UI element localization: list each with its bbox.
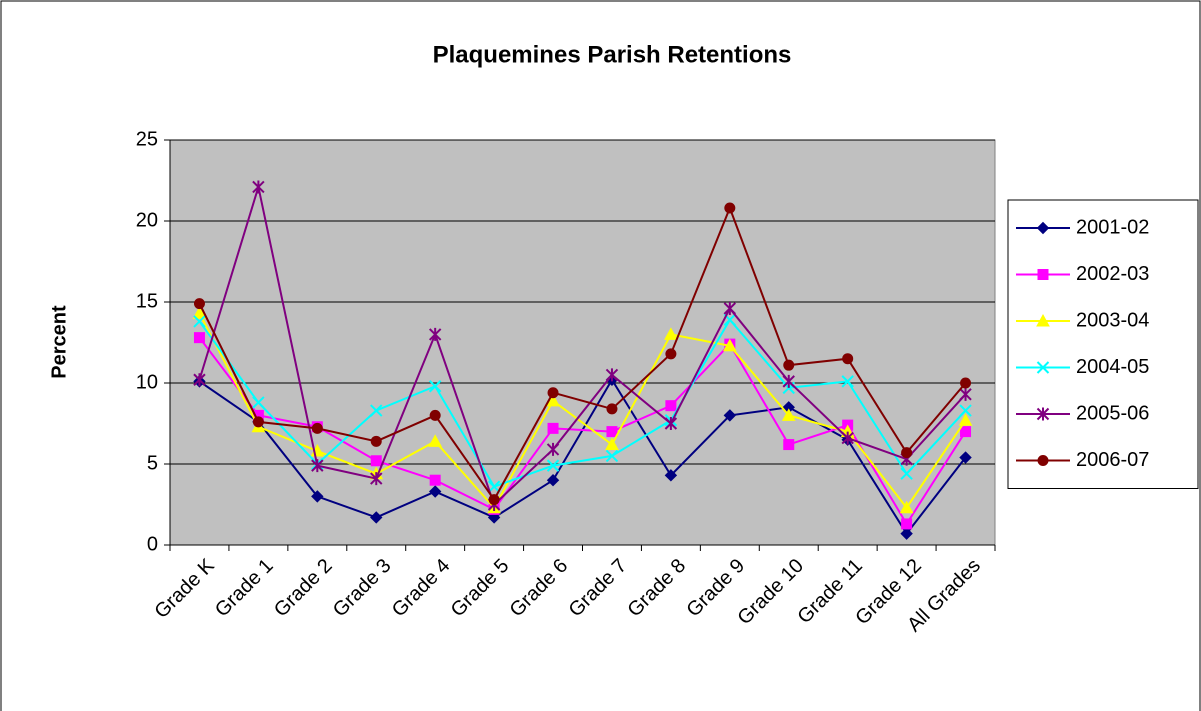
marker	[428, 485, 442, 498]
marker	[606, 426, 618, 438]
series-line	[198, 186, 967, 507]
marker	[901, 447, 913, 459]
marker	[370, 455, 382, 467]
marker	[665, 400, 677, 412]
marker	[311, 459, 324, 473]
y-tick-label: 15	[136, 290, 158, 312]
marker	[723, 301, 737, 315]
marker	[722, 338, 737, 352]
marker	[605, 437, 619, 451]
marker	[1036, 221, 1050, 235]
marker	[900, 527, 913, 540]
marker	[959, 387, 972, 401]
marker	[193, 332, 205, 344]
series-line	[198, 205, 967, 502]
marker	[841, 431, 854, 445]
marker	[664, 327, 678, 340]
chart-title: Plaquemines Parish Retentions	[433, 41, 792, 68]
marker	[900, 467, 913, 480]
legend-label: 2006-07	[1076, 449, 1149, 471]
marker	[252, 180, 265, 194]
marker	[782, 374, 795, 388]
marker	[605, 368, 619, 382]
marker	[547, 387, 559, 399]
marker	[488, 494, 500, 506]
plot-area	[169, 139, 996, 546]
marker	[546, 473, 560, 487]
marker	[1036, 361, 1050, 374]
legend-label: 2001-02	[1076, 216, 1149, 238]
marker	[487, 480, 501, 493]
marker	[901, 518, 913, 530]
marker	[842, 353, 854, 365]
legend-label: 2004-05	[1076, 356, 1149, 378]
marker	[429, 474, 441, 486]
marker	[958, 413, 973, 426]
marker	[547, 422, 559, 434]
marker	[724, 202, 736, 214]
y-tick-label: 20	[136, 209, 158, 231]
legend-box	[1007, 199, 1199, 489]
marker	[370, 511, 383, 524]
marker	[193, 298, 205, 310]
marker	[370, 404, 383, 417]
marker	[311, 490, 324, 503]
marker	[252, 416, 264, 428]
legend-label: 2005-06	[1076, 402, 1149, 424]
marker	[428, 434, 443, 447]
marker	[428, 327, 442, 341]
marker	[664, 417, 678, 430]
marker	[370, 435, 382, 447]
marker	[192, 306, 207, 319]
marker	[960, 426, 972, 438]
marker	[899, 500, 914, 514]
legend-label: 2003-04	[1076, 309, 1149, 331]
marker	[841, 375, 854, 388]
marker	[606, 403, 618, 415]
y-axis-title: Percent	[48, 305, 70, 379]
marker	[546, 393, 560, 407]
marker	[783, 439, 795, 451]
marker	[1036, 407, 1050, 421]
y-tick-label: 5	[147, 452, 158, 474]
marker	[193, 315, 206, 328]
marker	[959, 404, 972, 417]
marker	[1037, 455, 1049, 466]
y-tick-label: 25	[136, 128, 158, 150]
marker	[783, 359, 795, 371]
marker	[429, 409, 441, 421]
marker	[193, 373, 206, 387]
marker	[665, 348, 677, 360]
y-tick-label: 0	[147, 533, 158, 555]
marker	[370, 472, 383, 486]
y-tick-label: 10	[136, 371, 158, 393]
marker	[664, 469, 678, 482]
marker	[960, 377, 972, 389]
marker	[428, 380, 442, 393]
marker	[723, 409, 737, 422]
marker	[546, 442, 560, 456]
marker	[959, 451, 972, 464]
marker	[546, 459, 560, 472]
marker	[1036, 313, 1050, 327]
marker	[781, 408, 796, 421]
marker	[252, 396, 265, 409]
marker	[1037, 269, 1049, 280]
marker	[311, 422, 323, 434]
series-line	[198, 318, 967, 488]
marker	[605, 449, 619, 463]
legend-label: 2002-03	[1076, 263, 1149, 285]
